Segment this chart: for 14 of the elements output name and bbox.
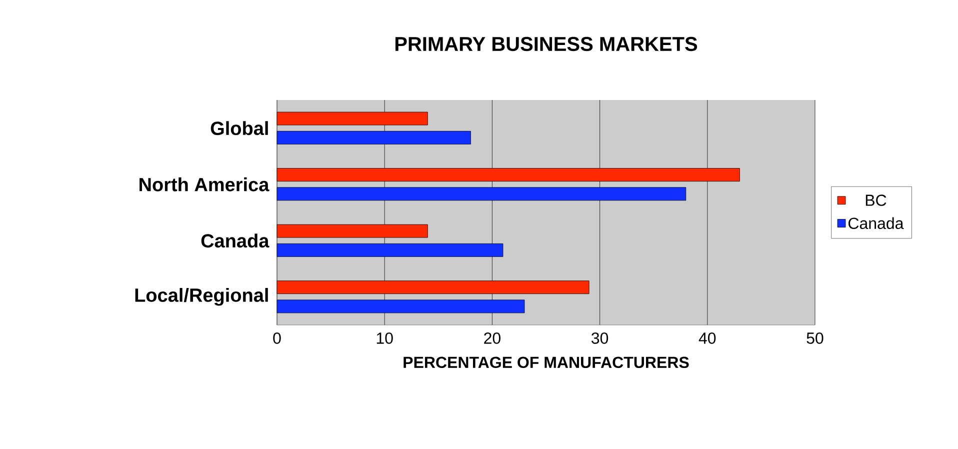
y-tick-label: North America: [140, 177, 270, 192]
y-tick-label: Global: [210, 121, 268, 136]
x-tick-label: 0: [273, 332, 281, 344]
x-tick-label: 30: [592, 332, 608, 344]
legend-label: Canada: [848, 217, 904, 230]
x-tick-label: 20: [484, 332, 500, 344]
y-tick-label: Local/Regional: [135, 288, 268, 306]
y-tick-label: Canada: [201, 234, 270, 248]
chart-title: PRIMARY BUSINESS MARKETS: [395, 36, 698, 52]
x-tick-label: 10: [376, 332, 393, 344]
x-axis-title: PERCENTAGE OF MANUFACTURERS: [404, 356, 689, 368]
x-tick-label: 40: [698, 332, 716, 344]
x-tick-label: 50: [806, 332, 824, 344]
legend-label: BC: [866, 194, 886, 206]
